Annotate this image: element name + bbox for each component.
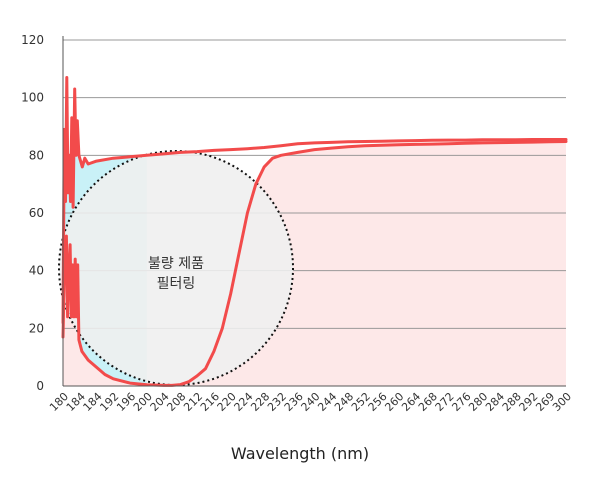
area-below-curve — [63, 141, 566, 386]
x-axis-title: Wavelength (nm) — [231, 444, 369, 463]
y-tick-label: 20 — [29, 321, 44, 335]
series-line-1 — [61, 76, 568, 325]
x-tick-label: 300 — [550, 390, 574, 414]
y-tick-label: 0 — [36, 379, 44, 393]
series-line-2 — [61, 140, 568, 387]
y-tick-label: 120 — [21, 33, 44, 47]
y-tick-label: 80 — [29, 148, 44, 162]
series-layer — [61, 76, 568, 387]
annotation-line-2: 필터링 — [157, 276, 196, 292]
y-tick-label: 60 — [29, 206, 44, 220]
annotation-line-1: 불량 제품 — [148, 256, 204, 272]
y-tick-label: 100 — [21, 91, 44, 105]
highlight-layer — [58, 150, 294, 386]
axes-layer — [62, 36, 566, 387]
highlight-circle — [58, 150, 294, 386]
y-tick-label: 40 — [29, 264, 44, 278]
